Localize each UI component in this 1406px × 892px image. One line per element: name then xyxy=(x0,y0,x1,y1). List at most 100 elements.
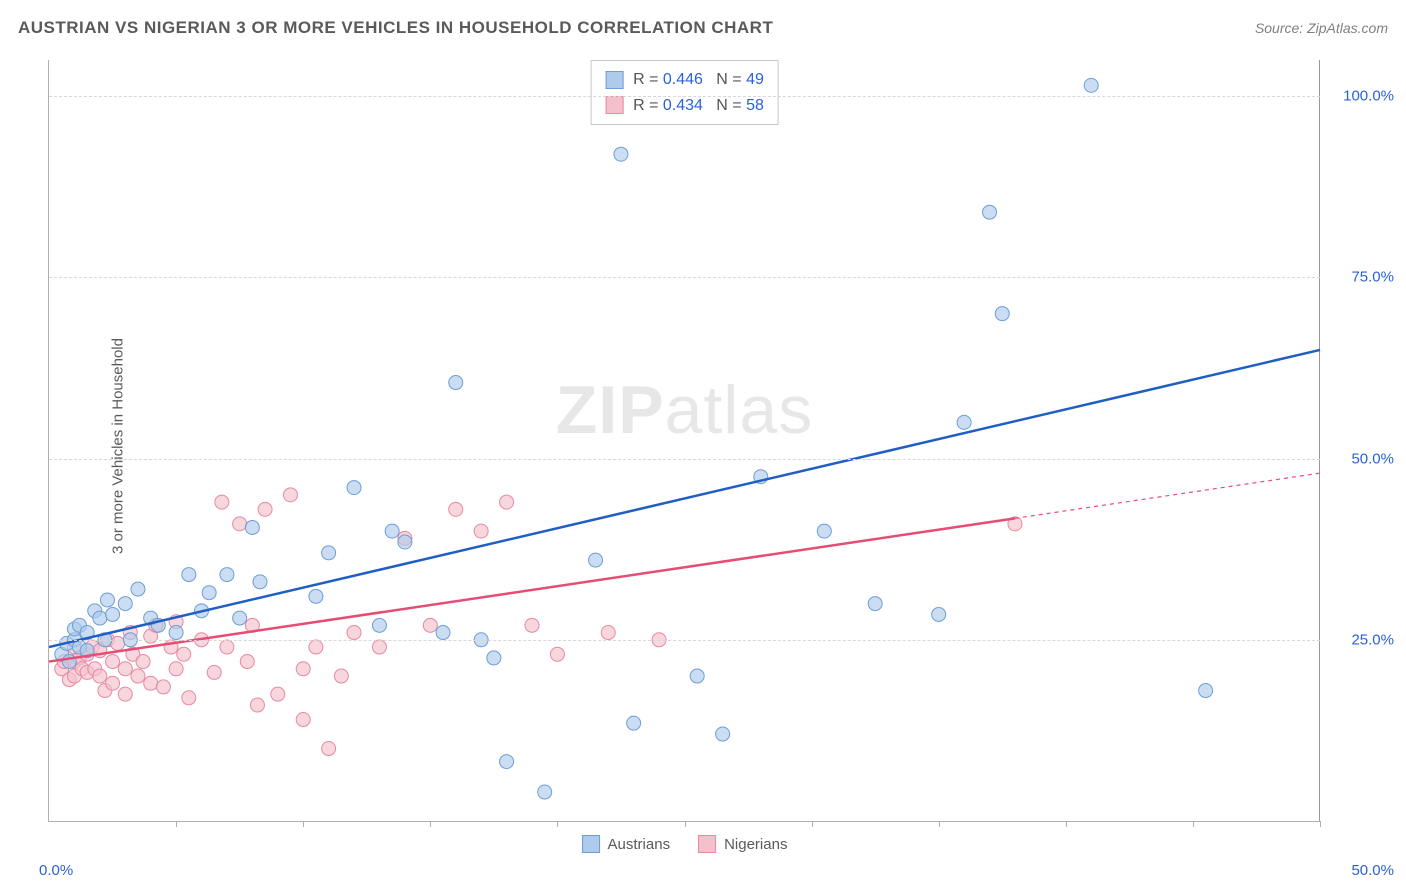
chart-header: AUSTRIAN VS NIGERIAN 3 OR MORE VEHICLES … xyxy=(18,18,1388,38)
data-point xyxy=(500,755,514,769)
data-point xyxy=(372,640,386,654)
trend-line-extrapolated xyxy=(1015,473,1320,518)
data-point xyxy=(100,593,114,607)
data-point xyxy=(372,618,386,632)
data-point xyxy=(932,607,946,621)
series-legend-label: Austrians xyxy=(608,836,671,853)
x-tick xyxy=(812,821,813,827)
data-point xyxy=(253,575,267,589)
data-point xyxy=(144,676,158,690)
data-point xyxy=(220,568,234,582)
data-point xyxy=(207,665,221,679)
data-point xyxy=(957,415,971,429)
data-point xyxy=(202,586,216,600)
x-tick xyxy=(685,821,686,827)
data-point xyxy=(500,495,514,509)
chart-source: Source: ZipAtlas.com xyxy=(1255,20,1388,36)
plot-area: ZIPatlas R = 0.446 N = 49R = 0.434 N = 5… xyxy=(48,60,1320,822)
series-legend-item: Austrians xyxy=(582,835,671,853)
correlation-legend: R = 0.446 N = 49R = 0.434 N = 58 xyxy=(590,60,779,125)
legend-row: R = 0.446 N = 49 xyxy=(605,67,764,93)
series-legend: Austrians Nigerians xyxy=(582,835,788,853)
x-tick xyxy=(1066,821,1067,827)
data-point xyxy=(233,517,247,531)
gridline xyxy=(49,459,1320,460)
legend-swatch xyxy=(605,96,623,114)
gridline xyxy=(49,277,1320,278)
data-point xyxy=(111,636,125,650)
data-point xyxy=(449,376,463,390)
data-point xyxy=(589,553,603,567)
x-max-label: 50.0% xyxy=(1328,862,1394,879)
data-point xyxy=(245,520,259,534)
data-point xyxy=(449,502,463,516)
legend-swatch xyxy=(698,835,716,853)
data-point xyxy=(614,147,628,161)
data-point xyxy=(169,626,183,640)
x-tick xyxy=(176,821,177,827)
data-point xyxy=(296,662,310,676)
data-point xyxy=(322,742,336,756)
data-point xyxy=(309,589,323,603)
data-point xyxy=(1084,78,1098,92)
y-tick-label: 50.0% xyxy=(1328,450,1394,467)
data-point xyxy=(436,626,450,640)
data-point xyxy=(156,680,170,694)
data-point xyxy=(309,640,323,654)
legend-swatch xyxy=(605,71,623,89)
data-point xyxy=(250,698,264,712)
data-point xyxy=(118,687,132,701)
data-point xyxy=(283,488,297,502)
data-point xyxy=(118,597,132,611)
data-point xyxy=(347,481,361,495)
data-point xyxy=(474,524,488,538)
data-point xyxy=(627,716,641,730)
x-tick xyxy=(939,821,940,827)
x-tick xyxy=(430,821,431,827)
data-point xyxy=(296,713,310,727)
data-point xyxy=(868,597,882,611)
data-point xyxy=(601,626,615,640)
data-point xyxy=(334,669,348,683)
data-point xyxy=(118,662,132,676)
gridline xyxy=(49,640,1320,641)
data-point xyxy=(215,495,229,509)
x-origin-label: 0.0% xyxy=(39,862,73,879)
series-legend-item: Nigerians xyxy=(698,835,787,853)
data-point xyxy=(106,607,120,621)
data-point xyxy=(131,582,145,596)
y-tick-label: 75.0% xyxy=(1328,269,1394,286)
data-point xyxy=(716,727,730,741)
trend-line xyxy=(49,350,1320,647)
data-point xyxy=(983,205,997,219)
x-tick xyxy=(303,821,304,827)
data-point xyxy=(177,647,191,661)
data-point xyxy=(182,691,196,705)
y-tick-label: 100.0% xyxy=(1328,88,1394,105)
chart-title: AUSTRIAN VS NIGERIAN 3 OR MORE VEHICLES … xyxy=(18,18,773,38)
x-tick xyxy=(1193,821,1194,827)
data-point xyxy=(240,655,254,669)
y-tick-label: 25.0% xyxy=(1328,631,1394,648)
data-point xyxy=(385,524,399,538)
data-point xyxy=(398,535,412,549)
data-point xyxy=(817,524,831,538)
legend-text: R = 0.446 N = 49 xyxy=(633,67,764,93)
data-point xyxy=(258,502,272,516)
data-point xyxy=(690,669,704,683)
data-point xyxy=(423,618,437,632)
data-point xyxy=(271,687,285,701)
data-point xyxy=(106,676,120,690)
data-point xyxy=(106,655,120,669)
data-point xyxy=(322,546,336,560)
data-point xyxy=(347,626,361,640)
data-point xyxy=(1199,684,1213,698)
data-point xyxy=(525,618,539,632)
data-point xyxy=(538,785,552,799)
series-legend-label: Nigerians xyxy=(724,836,787,853)
data-point xyxy=(93,669,107,683)
gridline xyxy=(49,96,1320,97)
data-point xyxy=(131,669,145,683)
x-tick xyxy=(557,821,558,827)
data-point xyxy=(220,640,234,654)
